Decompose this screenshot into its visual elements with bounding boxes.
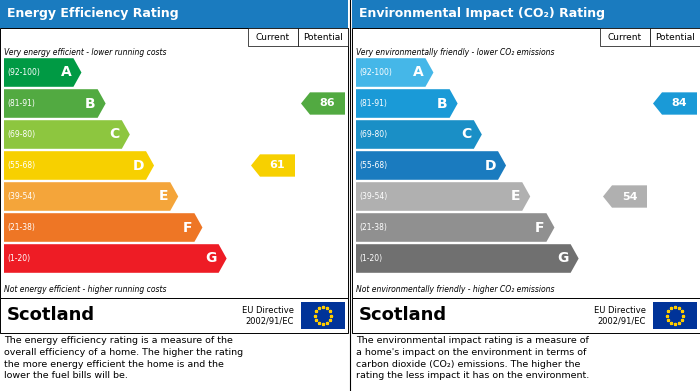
Text: B: B xyxy=(85,97,96,111)
Polygon shape xyxy=(4,244,227,273)
Text: Potential: Potential xyxy=(303,32,343,41)
Text: Energy Efficiency Rating: Energy Efficiency Rating xyxy=(7,7,178,20)
Bar xyxy=(0,0,348,28)
Text: 54: 54 xyxy=(622,192,637,201)
Text: Scotland: Scotland xyxy=(7,307,95,325)
Polygon shape xyxy=(356,58,433,87)
Bar xyxy=(653,302,697,329)
Text: (1-20): (1-20) xyxy=(359,254,382,263)
Text: A: A xyxy=(61,66,71,79)
Text: (1-20): (1-20) xyxy=(7,254,30,263)
Polygon shape xyxy=(356,213,554,242)
Bar xyxy=(352,28,700,298)
Bar xyxy=(0,298,348,333)
Polygon shape xyxy=(251,154,295,177)
Text: Potential: Potential xyxy=(655,32,695,41)
Text: B: B xyxy=(437,97,447,111)
Polygon shape xyxy=(4,89,106,118)
Text: Very environmentally friendly - lower CO₂ emissions: Very environmentally friendly - lower CO… xyxy=(356,48,554,57)
Text: Current: Current xyxy=(608,32,642,41)
Polygon shape xyxy=(603,185,647,208)
Text: A: A xyxy=(413,66,424,79)
Text: EU Directive
2002/91/EC: EU Directive 2002/91/EC xyxy=(594,306,646,325)
Text: The environmental impact rating is a measure of
a home's impact on the environme: The environmental impact rating is a mea… xyxy=(356,336,589,380)
Polygon shape xyxy=(356,120,482,149)
Polygon shape xyxy=(301,92,345,115)
Text: The energy efficiency rating is a measure of the
overall efficiency of a home. T: The energy efficiency rating is a measur… xyxy=(4,336,243,380)
Polygon shape xyxy=(356,89,458,118)
Text: F: F xyxy=(535,221,545,235)
Text: Not environmentally friendly - higher CO₂ emissions: Not environmentally friendly - higher CO… xyxy=(356,285,554,294)
Text: (21-38): (21-38) xyxy=(7,223,35,232)
Text: D: D xyxy=(484,158,496,172)
Bar xyxy=(650,28,700,46)
Text: (81-91): (81-91) xyxy=(7,99,35,108)
Text: E: E xyxy=(159,190,168,203)
Bar xyxy=(248,28,298,46)
Text: Environmental Impact (CO₂) Rating: Environmental Impact (CO₂) Rating xyxy=(359,7,605,20)
Text: (81-91): (81-91) xyxy=(359,99,387,108)
Bar xyxy=(298,28,348,46)
Text: 86: 86 xyxy=(320,99,335,108)
Text: (21-38): (21-38) xyxy=(359,223,387,232)
Text: Very energy efficient - lower running costs: Very energy efficient - lower running co… xyxy=(4,48,167,57)
Text: D: D xyxy=(132,158,144,172)
Text: (92-100): (92-100) xyxy=(359,68,392,77)
Text: 84: 84 xyxy=(672,99,687,108)
Text: G: G xyxy=(557,251,568,265)
Text: Scotland: Scotland xyxy=(359,307,447,325)
Text: (69-80): (69-80) xyxy=(7,130,35,139)
Text: F: F xyxy=(183,221,193,235)
Polygon shape xyxy=(356,182,530,211)
Text: 61: 61 xyxy=(270,160,286,170)
Polygon shape xyxy=(356,151,506,180)
Text: EU Directive
2002/91/EC: EU Directive 2002/91/EC xyxy=(242,306,294,325)
Text: E: E xyxy=(511,190,520,203)
Polygon shape xyxy=(4,120,130,149)
Bar xyxy=(0,28,348,298)
Polygon shape xyxy=(4,58,81,87)
Text: Current: Current xyxy=(256,32,290,41)
Polygon shape xyxy=(4,213,202,242)
Bar xyxy=(301,302,345,329)
Text: C: C xyxy=(461,127,472,142)
Polygon shape xyxy=(356,244,579,273)
Polygon shape xyxy=(653,92,697,115)
Bar xyxy=(600,28,650,46)
Text: Not energy efficient - higher running costs: Not energy efficient - higher running co… xyxy=(4,285,167,294)
Text: (55-68): (55-68) xyxy=(359,161,387,170)
Text: (55-68): (55-68) xyxy=(7,161,35,170)
Bar xyxy=(352,298,700,333)
Polygon shape xyxy=(4,151,154,180)
Text: (39-54): (39-54) xyxy=(7,192,35,201)
Text: (69-80): (69-80) xyxy=(359,130,387,139)
Polygon shape xyxy=(4,182,178,211)
Text: C: C xyxy=(110,127,120,142)
Text: (39-54): (39-54) xyxy=(359,192,387,201)
Text: (92-100): (92-100) xyxy=(7,68,40,77)
Text: G: G xyxy=(205,251,216,265)
Bar xyxy=(352,0,700,28)
